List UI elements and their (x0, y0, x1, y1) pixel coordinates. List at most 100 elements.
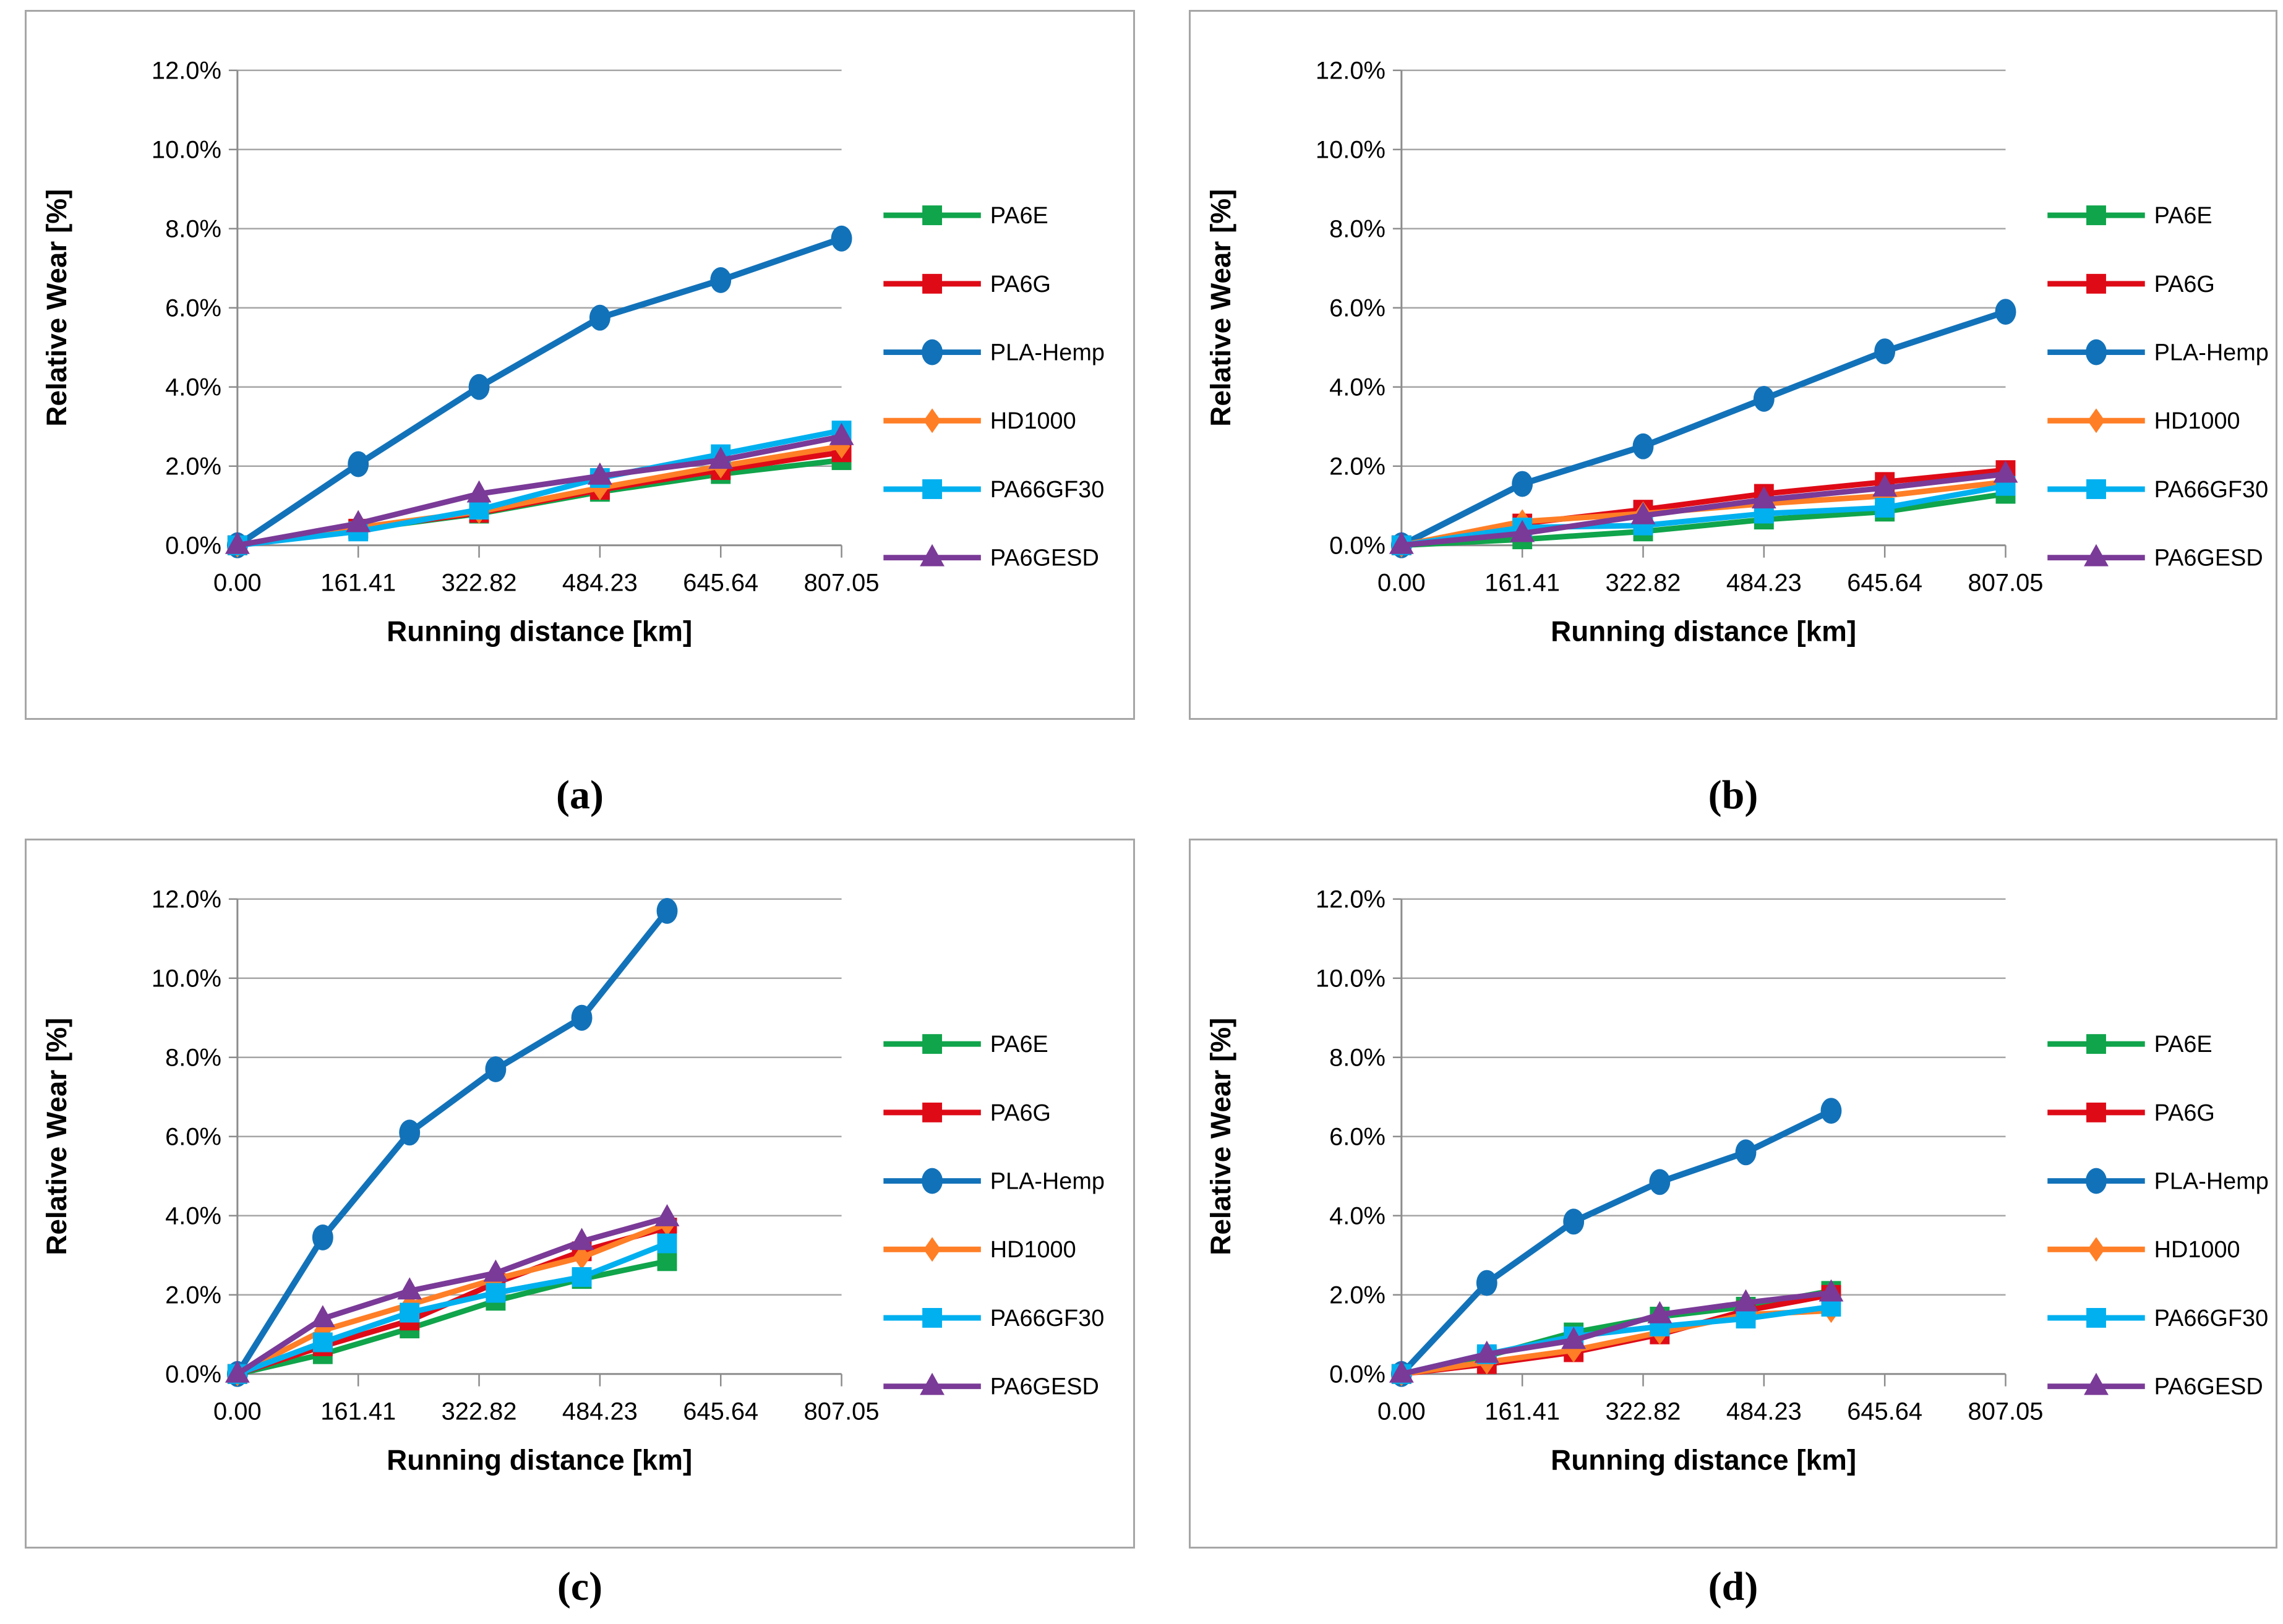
legend-marker-square (922, 1308, 943, 1328)
legend-item-HD1000: HD1000 (2047, 408, 2240, 434)
data-point-PLA-Hemp (312, 1224, 333, 1250)
data-point-PA6GESD (346, 510, 371, 532)
legend-marker-square (2086, 1308, 2106, 1328)
x-tick-label: 0.00 (213, 570, 262, 597)
series-PA66GF30 (227, 1233, 677, 1384)
series-line-PA6GESD (1398, 471, 2008, 549)
legend-label: PA6G (2154, 1100, 2215, 1126)
legend-item-PA6GESD: PA6GESD (883, 1372, 1099, 1400)
y-tick-label: 6.0% (1329, 1124, 1386, 1151)
series-line-PA66GF30 (234, 1241, 670, 1377)
data-point-PA66GF30 (572, 1267, 592, 1287)
data-point-PA6GESD (1733, 1289, 1758, 1312)
data-point-PLA-Hemp (1512, 471, 1533, 497)
legend-item-PLA-Hemp: PLA-Hemp (2047, 339, 2269, 366)
legend-marker-square (922, 1102, 943, 1122)
caption-panel-c: (c) (557, 1564, 603, 1609)
chart-panel-d: 0.0% 2.0% 4.0% 6.0% 8.0% 10.0% 12.0% 0.00 161.41… (1189, 839, 2277, 1549)
series-line-PA6E (1398, 491, 2008, 549)
legend-item-PLA-Hemp: PLA-Hemp (2047, 1168, 2269, 1195)
y-tick-label: 8.0% (165, 1045, 221, 1072)
legend-label: HD1000 (990, 408, 1076, 434)
y-tick-label: 2.0% (165, 1282, 221, 1309)
data-point-PA6GESD (1993, 460, 2018, 483)
y-axis-title: Relative Wear [%] (1204, 189, 1236, 427)
legend-item-PA6G: PA6G (2047, 271, 2215, 297)
y-tick-label: 12.0% (1316, 886, 1386, 913)
caption-panel-d: (d) (1708, 1564, 1758, 1609)
legend-item-PA66GF30: PA66GF30 (883, 1306, 1104, 1331)
legend-item-PA6G: PA6G (2047, 1100, 2215, 1126)
legend-marker-square (2086, 1102, 2106, 1122)
legend-item-HD1000: HD1000 (883, 408, 1076, 434)
legend-label: PA6G (990, 1100, 1051, 1126)
series-line-PLA-Hemp (234, 235, 845, 549)
series-PLA-Hemp (226, 225, 852, 558)
series-line-HD1000 (1398, 1307, 1834, 1377)
x-tick-label: 161.41 (1484, 1398, 1560, 1425)
data-point-PA6GESD (708, 447, 734, 469)
data-point-PLA-Hemp (1476, 1270, 1497, 1296)
caption-panel-b: (b) (1708, 772, 1758, 818)
legend-label: PA66GF30 (2154, 477, 2269, 503)
x-tick-label: 161.41 (320, 1398, 396, 1425)
data-point-PLA-Hemp (710, 267, 732, 293)
legend-label: PA6GESD (990, 1374, 1099, 1400)
data-point-PLA-Hemp (468, 374, 490, 400)
data-point-PLA-Hemp (1995, 299, 2016, 325)
legend: PA6E PA6G PLA-Hemp HD1000 PA66GF30 PA6GESD (2047, 203, 2269, 571)
legend-marker-square (2086, 205, 2106, 226)
caption-panel-a: (a) (556, 772, 604, 818)
data-point-PA6GESD (1818, 1279, 1844, 1302)
legend-marker-square (922, 1034, 943, 1054)
tick-labels: 0.0% 2.0% 4.0% 6.0% 8.0% 10.0% 12.0% 0.00 161.41… (152, 886, 880, 1425)
data-point-PA66GF30 (400, 1302, 420, 1323)
y-tick-label: 2.0% (165, 453, 221, 481)
legend-marker-diamond (2088, 408, 2105, 434)
x-tick-label: 484.23 (1726, 1398, 1802, 1425)
legend: PA6E PA6G PLA-Hemp HD1000 PA66GF30 PA6GESD (883, 1032, 1105, 1400)
x-tick-label: 322.82 (1606, 570, 1681, 597)
series-PA6E (227, 1251, 677, 1384)
y-tick-label: 0.0% (1329, 1361, 1386, 1388)
chart-a-canvas: 0.0% 2.0% 4.0% 6.0% 8.0% 10.0% 12.0% 0.00 161.41… (40, 58, 1105, 647)
data-point-PA6GESD (1510, 519, 1535, 542)
y-tick-label: 4.0% (165, 374, 221, 401)
legend-item-PA6GESD: PA6GESD (2047, 544, 2263, 571)
data-point-PLA-Hemp (1753, 385, 1775, 412)
legend-marker-circle (2086, 339, 2107, 365)
chart-panel-a: 0.0% 2.0% 4.0% 6.0% 8.0% 10.0% 12.0% 0.00 161.41… (25, 10, 1135, 720)
gridlines (1401, 898, 2006, 1296)
y-tick-label: 6.0% (165, 1124, 221, 1151)
x-tick-label: 0.00 (213, 1398, 262, 1425)
data-point-PA6GESD (1389, 1360, 1414, 1383)
data-point-PA66GF30 (1875, 497, 1895, 518)
gridlines (1401, 69, 2006, 467)
legend-label: PA66GF30 (990, 477, 1105, 503)
legend-label: PA6E (2154, 203, 2212, 229)
legend: PA6E PA6G PLA-Hemp HD1000 PA66GF30 PA6GESD (883, 203, 1105, 571)
series-PA6GESD (1389, 1279, 1844, 1383)
legend-marker-triangle (920, 544, 945, 566)
legend-item-PA6E: PA6E (883, 1032, 1048, 1058)
y-axis-title: Relative Wear [%] (40, 189, 72, 427)
legend-label: PA6GESD (990, 545, 1099, 571)
data-point-PA6GESD (1630, 502, 1656, 524)
data-point-PLA-Hemp (589, 304, 610, 331)
data-point-PLA-Hemp (485, 1056, 507, 1082)
legend-item-PLA-Hemp: PLA-Hemp (883, 339, 1105, 366)
data-point-PA6GESD (225, 531, 250, 554)
series-line-PA6GESD (234, 434, 845, 549)
y-tick-label: 6.0% (165, 295, 221, 322)
y-tick-label: 8.0% (165, 216, 221, 243)
legend-item-PA6G: PA6G (883, 271, 1051, 297)
y-tick-label: 10.0% (152, 965, 221, 993)
x-tick-label: 645.64 (683, 570, 758, 597)
series-line-PLA-Hemp (1398, 1108, 1835, 1377)
y-axis-title: Relative Wear [%] (40, 1018, 72, 1255)
series-line-PA6E (234, 1258, 670, 1377)
data-point-PLA-Hemp (656, 898, 678, 924)
y-tick-label: 12.0% (152, 58, 221, 85)
x-tick-label: 484.23 (1726, 570, 1802, 597)
y-tick-label: 12.0% (152, 886, 221, 913)
